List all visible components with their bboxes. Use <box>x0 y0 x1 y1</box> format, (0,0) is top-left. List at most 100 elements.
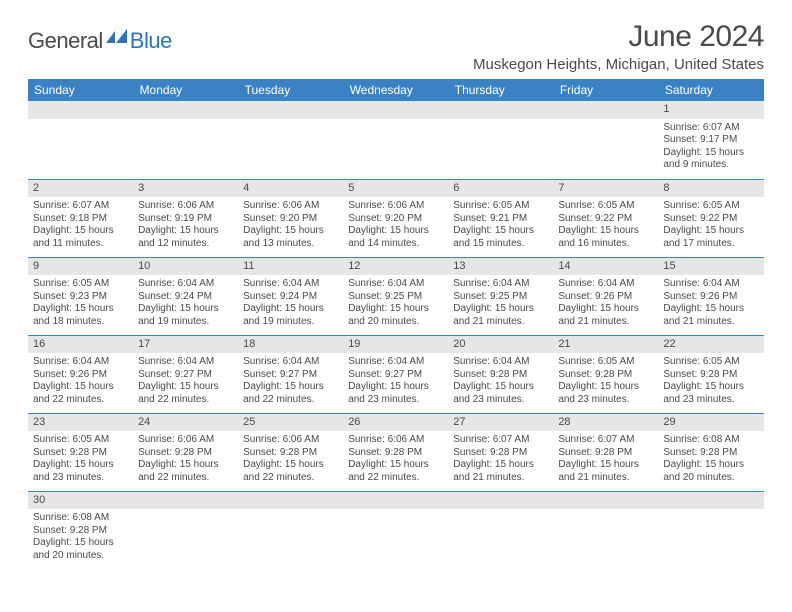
calendar-cell <box>133 491 238 569</box>
sunset-text: Sunset: 9:22 PM <box>663 213 758 226</box>
calendar-cell: 7Sunrise: 6:05 AMSunset: 9:22 PMDaylight… <box>553 179 658 257</box>
sunset-text: Sunset: 9:20 PM <box>243 213 338 226</box>
day-number: 11 <box>238 258 343 276</box>
day-header-tuesday: Tuesday <box>238 79 343 101</box>
day-number: 21 <box>553 336 658 354</box>
calendar-week-row: 2 Sunrise: 6:07 AMSunset: 9:18 PM Daylight… <box>28 179 764 257</box>
sunset-text: Sunset: 9:26 PM <box>663 291 758 304</box>
sunset-text: Sunset: 9:23 PM <box>33 291 128 304</box>
calendar-cell <box>28 101 133 179</box>
calendar-cell <box>448 491 553 569</box>
day-number: 6 <box>448 180 553 198</box>
day-header-sunday: Sunday <box>28 79 133 101</box>
sunrise-text: Sunrise: 6:04 AM <box>243 356 338 369</box>
calendar-cell: 23Sunrise: 6:05 AMSunset: 9:28 PMDayligh… <box>28 413 133 491</box>
day-number <box>658 492 763 510</box>
day-number: 23 <box>28 414 133 432</box>
daylight-text: Daylight: 15 hours and 20 minutes. <box>33 537 128 562</box>
sunrise-text: Sunrise: 6:04 AM <box>138 278 233 291</box>
daylight-text: Daylight: 15 hours and 19 minutes. <box>138 303 233 328</box>
sunrise-text: Sunrise: 6:04 AM <box>33 356 128 369</box>
daylight-text: Daylight: 15 hours and 23 minutes. <box>663 381 758 406</box>
day-number: 8 <box>658 180 763 198</box>
calendar-cell <box>238 101 343 179</box>
sunrise-text: Sunrise: 6:07 AM <box>558 434 653 447</box>
sunset-text: Sunset: 9:25 PM <box>348 291 443 304</box>
sunrise-text: Sunrise: 6:04 AM <box>663 278 758 291</box>
day-header-wednesday: Wednesday <box>343 79 448 101</box>
sunrise-text: Sunrise: 6:06 AM <box>138 434 233 447</box>
sunrise-text: Sunrise: 6:05 AM <box>558 356 653 369</box>
sunset-text: Sunset: 9:24 PM <box>243 291 338 304</box>
logo-text-general: General <box>28 28 103 54</box>
calendar-cell: 21Sunrise: 6:05 AMSunset: 9:28 PMDayligh… <box>553 335 658 413</box>
calendar-page: General Blue June 2024 Muskegon Heights,… <box>0 0 792 579</box>
calendar-cell: 6Sunrise: 6:05 AMSunset: 9:21 PMDaylight… <box>448 179 553 257</box>
day-number <box>238 101 343 119</box>
daylight-text: Daylight: 15 hours and 21 minutes. <box>453 459 548 484</box>
calendar-cell: 27Sunrise: 6:07 AMSunset: 9:28 PMDayligh… <box>448 413 553 491</box>
day-number: 30 <box>28 492 133 510</box>
day-header-thursday: Thursday <box>448 79 553 101</box>
daylight-text: Daylight: 15 hours and 15 minutes. <box>453 225 548 250</box>
sunrise-text: Sunrise: 6:07 AM <box>33 200 128 213</box>
day-details: Sunrise: 6:06 AMSunset: 9:28 PMDaylight:… <box>238 431 343 486</box>
day-number: 26 <box>343 414 448 432</box>
day-number <box>133 101 238 119</box>
day-details <box>343 119 448 169</box>
sunrise-text: Sunrise: 6:06 AM <box>348 434 443 447</box>
day-details: Sunrise: 6:04 AMSunset: 9:26 PMDaylight:… <box>658 275 763 330</box>
sunrise-text: Sunrise: 6:05 AM <box>33 278 128 291</box>
day-number: 24 <box>133 414 238 432</box>
calendar-cell <box>238 491 343 569</box>
day-details: Sunrise: 6:06 AMSunset: 9:20 PMDaylight:… <box>238 197 343 252</box>
sunrise-text: Sunrise: 6:05 AM <box>33 434 128 447</box>
daylight-text: Daylight: 15 hours and 22 minutes. <box>243 381 338 406</box>
sunset-text: Sunset: 9:28 PM <box>33 525 128 538</box>
day-details <box>343 509 448 559</box>
daylight-text: Daylight: 15 hours and 22 minutes. <box>138 381 233 406</box>
day-number <box>343 492 448 510</box>
daylight-text: Daylight: 15 hours and 23 minutes. <box>558 381 653 406</box>
day-number: 4 <box>238 180 343 198</box>
sunset-text: Sunset: 9:28 PM <box>33 447 128 460</box>
day-number <box>553 492 658 510</box>
sunrise-text: Sunrise: 6:04 AM <box>243 278 338 291</box>
sunset-text: Sunset: 9:28 PM <box>558 447 653 460</box>
daylight-text: Daylight: 15 hours and 22 minutes. <box>33 381 128 406</box>
calendar-cell: 13Sunrise: 6:04 AMSunset: 9:25 PMDayligh… <box>448 257 553 335</box>
calendar-body: 1Sunrise: 6:07 AMSunset: 9:17 PMDaylight… <box>28 101 764 569</box>
sunset-text: Sunset: 9:28 PM <box>348 447 443 460</box>
sunset-text: Sunset: 9:19 PM <box>138 213 233 226</box>
sunrise-text: Sunrise: 6:06 AM <box>243 434 338 447</box>
sunset-text: Sunset: 9:28 PM <box>243 447 338 460</box>
calendar-cell <box>343 491 448 569</box>
daylight-text: Daylight: 15 hours and 20 minutes. <box>663 459 758 484</box>
calendar-cell: 5Sunrise: 6:06 AMSunset: 9:20 PMDaylight… <box>343 179 448 257</box>
sunset-text: Sunset: 9:26 PM <box>558 291 653 304</box>
day-details: Sunrise: 6:04 AMSunset: 9:27 PMDaylight:… <box>238 353 343 408</box>
day-details <box>553 119 658 169</box>
day-number: 2 <box>28 180 133 198</box>
calendar-cell: 18Sunrise: 6:04 AMSunset: 9:27 PMDayligh… <box>238 335 343 413</box>
daylight-text: Daylight: 15 hours and 18 minutes. <box>33 303 128 328</box>
daylight-text: Daylight: 15 hours and 12 minutes. <box>138 225 233 250</box>
calendar-cell: 10Sunrise: 6:04 AMSunset: 9:24 PMDayligh… <box>133 257 238 335</box>
day-header-monday: Monday <box>133 79 238 101</box>
calendar-cell: 12Sunrise: 6:04 AMSunset: 9:25 PMDayligh… <box>343 257 448 335</box>
sunrise-text: Sunrise: 6:05 AM <box>663 200 758 213</box>
daylight-text: Daylight: 15 hours and 21 minutes. <box>453 303 548 328</box>
calendar-cell: 25Sunrise: 6:06 AMSunset: 9:28 PMDayligh… <box>238 413 343 491</box>
calendar-cell: 4Sunrise: 6:06 AMSunset: 9:20 PMDaylight… <box>238 179 343 257</box>
calendar-table: Sunday Monday Tuesday Wednesday Thursday… <box>28 79 764 569</box>
day-details: Sunrise: 6:05 AMSunset: 9:28 PMDaylight:… <box>658 353 763 408</box>
day-number: 25 <box>238 414 343 432</box>
sunset-text: Sunset: 9:18 PM <box>33 213 128 226</box>
sunset-text: Sunset: 9:24 PM <box>138 291 233 304</box>
day-number <box>28 101 133 119</box>
sunset-text: Sunset: 9:28 PM <box>453 369 548 382</box>
day-number: 7 <box>553 180 658 198</box>
day-number <box>553 101 658 119</box>
calendar-week-row: 9Sunrise: 6:05 AMSunset: 9:23 PMDaylight… <box>28 257 764 335</box>
sunset-text: Sunset: 9:21 PM <box>453 213 548 226</box>
